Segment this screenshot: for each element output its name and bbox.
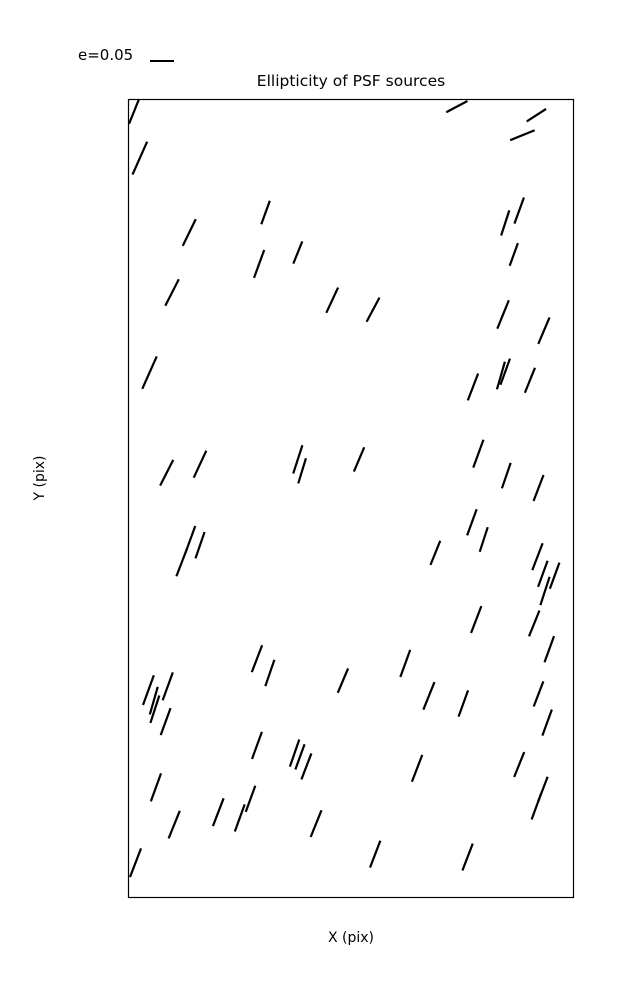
whisker-segment (472, 439, 485, 469)
whisker-segment (528, 610, 541, 637)
whisker-segment (399, 649, 412, 678)
whisker-segment (141, 355, 158, 390)
whisker-segment (466, 508, 478, 536)
x-axis-label: X (pix) (327, 930, 375, 946)
whisker-segment (457, 690, 470, 717)
whisker-segment (537, 560, 549, 588)
whisker-segment (309, 809, 323, 838)
whisker-segment (260, 200, 271, 225)
whisker-segment (149, 695, 161, 724)
whisker-segment (526, 108, 547, 123)
whisker-segment (149, 773, 163, 802)
whisker-segment (509, 129, 536, 142)
whisker-segment (167, 810, 181, 839)
whisker-segment (148, 686, 159, 715)
whisker-segment (537, 317, 551, 345)
whisker-segment (300, 753, 313, 780)
axes-frame (127, 98, 575, 899)
ellipticity-scale-label: e=0.05 (78, 46, 134, 64)
whisker-segment (422, 681, 436, 711)
whisker-segment (508, 242, 519, 267)
whisker-segment (244, 785, 257, 813)
whisker-segment (161, 671, 174, 701)
whisker-segment (532, 681, 545, 707)
whisker-segment (548, 562, 561, 590)
whisker-segment (128, 99, 141, 125)
whisker-segment (499, 358, 512, 386)
whisker-segment (175, 548, 189, 577)
whisker-segment (159, 459, 175, 487)
whisker-segment (292, 240, 304, 265)
whisker-segment (368, 840, 382, 868)
page-title: Ellipticity of PSF sources (256, 72, 446, 90)
whisker-segment (478, 526, 489, 553)
whisker-segment (131, 141, 149, 176)
whisker-segment (531, 542, 544, 571)
whisker-segment (233, 804, 246, 832)
whisker-segment (159, 707, 172, 736)
whisker-segment (128, 847, 143, 878)
whisker-segment (410, 754, 424, 783)
whisker-segment (164, 278, 180, 307)
whisker-segment (250, 644, 264, 673)
ellipticity-scale-key-icon (150, 60, 174, 62)
whisker-segment (181, 218, 197, 247)
whisker-segment (288, 739, 301, 768)
whisker-segment (445, 100, 468, 114)
whisker-segment (543, 635, 556, 663)
whisker-group (128, 99, 561, 878)
whisker-segment (252, 249, 266, 279)
whisker-segment (211, 797, 225, 827)
whisker-segment (141, 674, 155, 706)
whisker-segment (513, 751, 526, 778)
whisker-segment (264, 659, 276, 687)
whisker-segment (466, 373, 480, 401)
whisker-segment (536, 776, 549, 803)
whisker-segment (541, 709, 553, 737)
whisker-segment (500, 462, 512, 489)
whisker-segment (336, 668, 350, 694)
whisker-segment (495, 361, 506, 390)
whisker-segment (429, 540, 442, 566)
whisker-segment (470, 605, 483, 634)
whisker-segment (500, 210, 511, 236)
whisker-segment (325, 287, 340, 314)
whisker-segment (513, 197, 525, 225)
y-axis-label: Y (pix) (32, 455, 48, 501)
whisker-segment (251, 731, 263, 760)
whisker-segment (539, 576, 551, 606)
whisker-segment (194, 531, 206, 559)
whisker-segment (496, 299, 510, 330)
whisker-segment (365, 297, 381, 323)
whisker-segment (297, 457, 308, 484)
whisker-segment (294, 743, 306, 770)
whisker-segment (352, 446, 366, 472)
whisker-segment (532, 474, 545, 502)
whisker-segment (523, 367, 536, 394)
whisker-segment (192, 450, 208, 479)
whisker-segment (292, 444, 304, 474)
whisker-segment (461, 843, 474, 871)
